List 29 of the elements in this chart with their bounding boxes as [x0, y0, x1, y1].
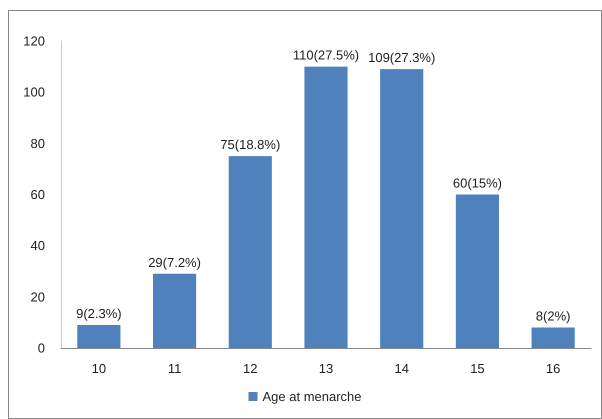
- bar: [152, 274, 196, 348]
- data-label: 110(27.5%): [292, 48, 360, 63]
- x-tick-label: 14: [394, 361, 409, 376]
- bar: [304, 66, 348, 348]
- x-tick-label: 12: [243, 361, 258, 376]
- bar: [532, 328, 575, 348]
- data-label: 109(27.3%): [368, 50, 436, 66]
- data-label: 29(7.2%): [148, 254, 201, 270]
- data-label: 75(18.8%): [220, 137, 280, 152]
- data-label: 9(2.3%): [76, 306, 122, 321]
- x-tick-label: 16: [546, 361, 560, 376]
- data-label: 8(2%): [536, 308, 570, 324]
- bar: [380, 69, 424, 348]
- y-tick-label: 0: [38, 340, 45, 356]
- y-tick-label: 80: [30, 136, 45, 151]
- y-tick-label: 60: [30, 187, 45, 202]
- y-tick-label: 20: [30, 289, 45, 304]
- x-tick-label: 13: [318, 361, 334, 376]
- x-tick-label: 10: [92, 361, 106, 376]
- x-tick-label: 15: [470, 361, 485, 376]
- bar: [228, 156, 272, 348]
- x-tick-label: 11: [168, 361, 182, 376]
- bar: [77, 324, 120, 348]
- y-tick-label: 120: [23, 34, 45, 48]
- bar: [456, 194, 500, 348]
- legend-label: Age at menarche: [262, 389, 362, 404]
- data-label: 60(15%): [452, 176, 502, 190]
- y-tick-label: 40: [30, 238, 45, 254]
- y-tick-label: 100: [23, 84, 45, 100]
